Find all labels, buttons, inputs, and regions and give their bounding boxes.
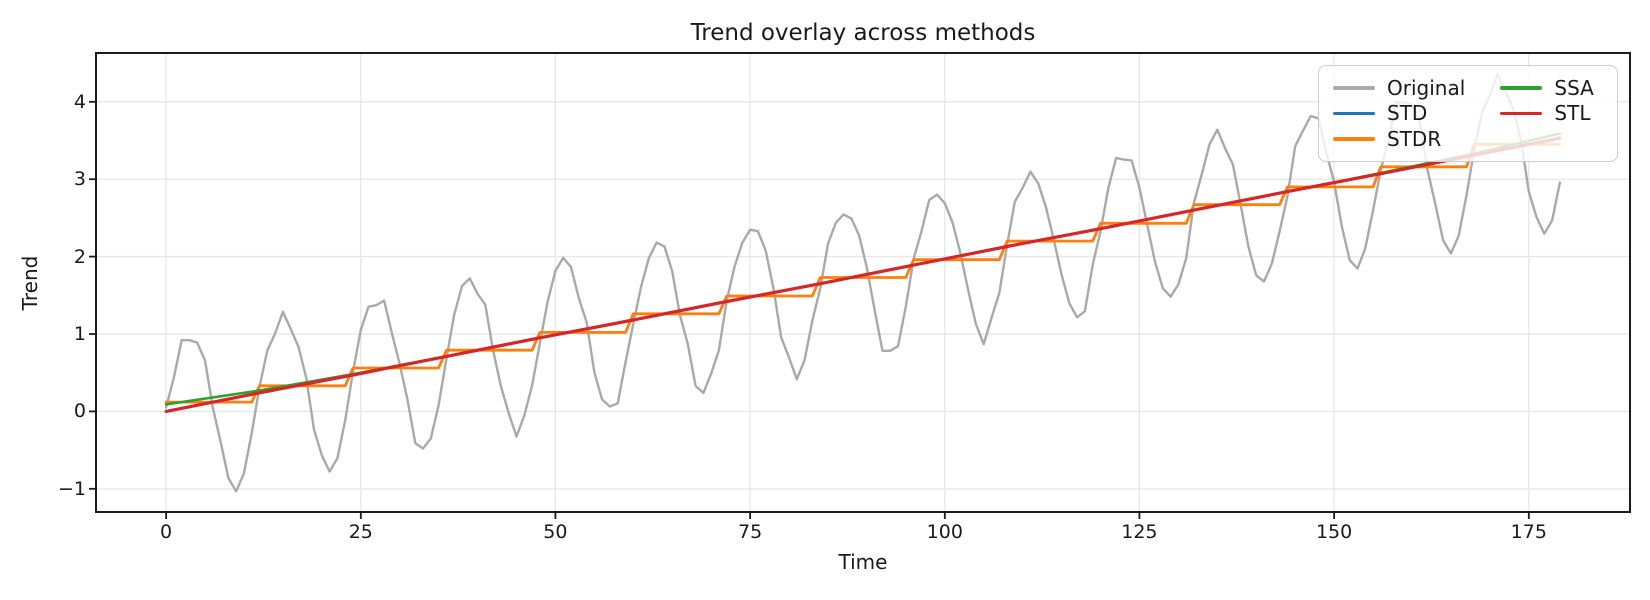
legend-line-swatch-ssa <box>1500 86 1543 90</box>
legend-line-swatch-stl <box>1500 111 1543 116</box>
y-tick-label: 2 <box>73 245 86 268</box>
y-tick-label: −1 <box>57 477 86 500</box>
y-tick-label: 0 <box>73 400 86 423</box>
legend-label-std: STD <box>1387 101 1428 126</box>
series-line-ssa <box>164 132 1562 406</box>
legend-line-swatch-stdr <box>1333 137 1375 141</box>
legend-item-std: STD <box>1333 101 1474 127</box>
y-tick-label: 1 <box>73 323 86 345</box>
plot-border-spines <box>95 52 1631 513</box>
x-tick-label: 75 <box>738 521 763 543</box>
x-tick-label: 150 <box>1315 521 1353 543</box>
x-tick-label: 175 <box>1510 521 1547 543</box>
legend-item-ssa: SSA <box>1500 75 1603 101</box>
legend-label-stl: STL <box>1554 101 1591 126</box>
legend-line-swatch-original <box>1333 86 1375 90</box>
legend-box: Original STD STDR SSA STL <box>1318 65 1618 162</box>
y-tick-label: 4 <box>73 90 86 113</box>
legend-item-stl: STL <box>1500 101 1603 127</box>
legend-label-stdr: STDR <box>1387 127 1442 152</box>
x-tick-label: 0 <box>160 521 173 543</box>
x-axis-label: Time <box>838 550 888 574</box>
legend-item-stdr: STDR <box>1333 126 1474 152</box>
legend-line-swatch-std <box>1333 111 1375 116</box>
y-tick-label: 3 <box>73 168 86 191</box>
legend-item-original: Original <box>1333 75 1474 101</box>
legend-label-ssa: SSA <box>1554 75 1594 100</box>
x-tick-label: 50 <box>543 521 568 543</box>
x-tick-label: 125 <box>1121 521 1158 543</box>
series-line-stdr <box>164 142 1562 404</box>
chart-title: Trend overlay across methods <box>690 20 1036 46</box>
axes-spines-and-ticks <box>89 52 1631 519</box>
series-line-stl <box>164 136 1562 413</box>
legend-label-original: Original <box>1387 75 1466 100</box>
x-tick-label: 100 <box>926 521 963 543</box>
x-tick-label: 25 <box>348 521 373 543</box>
